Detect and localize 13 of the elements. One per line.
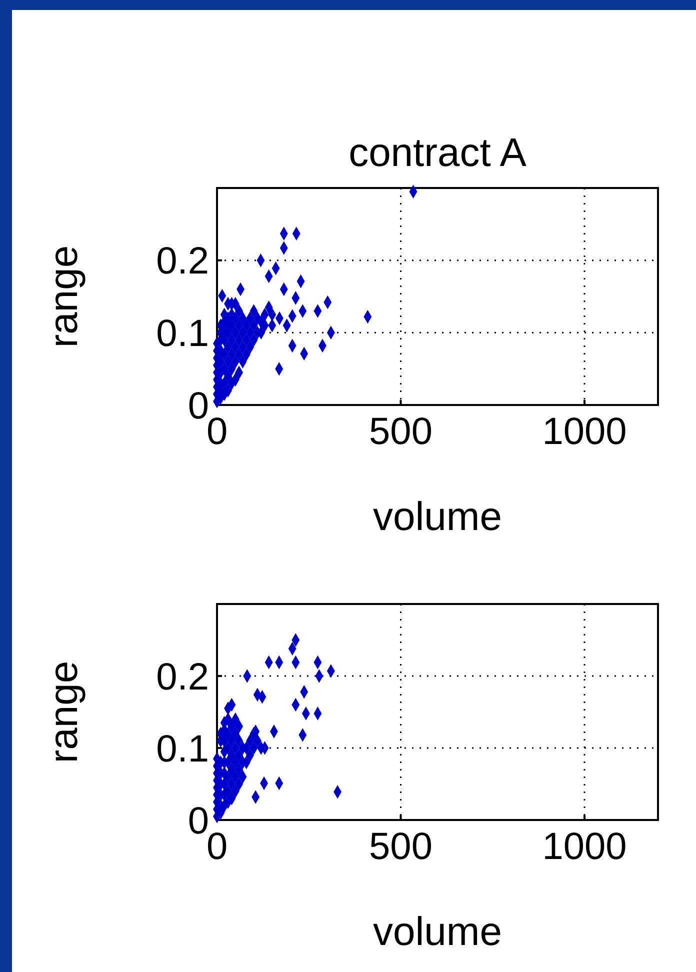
x-tick-label: 500 (369, 826, 432, 868)
y-axis-title: range (42, 245, 86, 348)
y-axis-title: range (42, 660, 86, 764)
y-tick-label: 0.2 (156, 240, 209, 283)
chart-title: contract A (348, 131, 527, 175)
x-tick-label: 1000 (542, 410, 627, 453)
x-axis-title: volume (373, 910, 502, 954)
y-tick-label: 0.1 (156, 728, 209, 770)
x-axis-title: volume (373, 495, 502, 539)
x-tick-label: 1000 (542, 826, 627, 868)
y-tick-label: 0.2 (156, 656, 209, 698)
y-tick-label: 0.1 (156, 312, 209, 355)
x-tick-label: 500 (369, 410, 432, 453)
